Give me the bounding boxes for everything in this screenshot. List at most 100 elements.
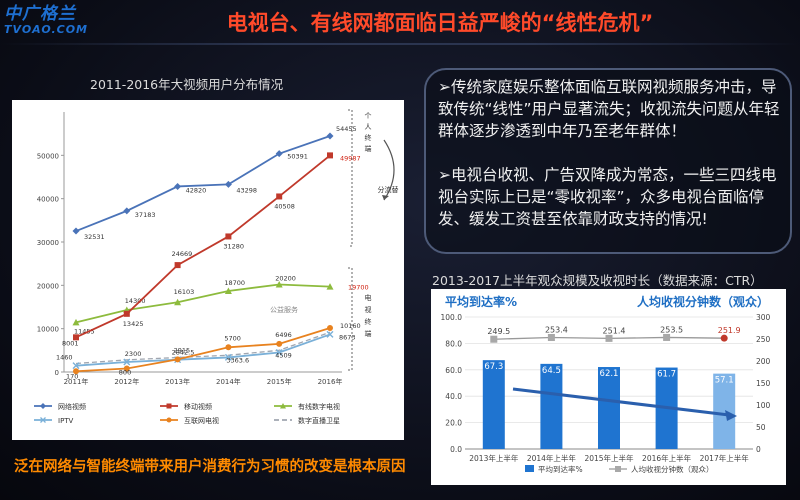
right-tick-label: 250 <box>756 335 771 344</box>
left-tick-label: 0.0 <box>450 445 462 454</box>
personal-terminal-char: 个 <box>365 112 372 120</box>
bar-value-label: 57.1 <box>715 376 734 386</box>
logo-cn: 中广格兰 <box>4 4 76 24</box>
left-tick-label: 40.0 <box>445 392 462 401</box>
legend-marker <box>166 403 172 409</box>
bar-value-label: 62.1 <box>600 369 619 379</box>
data-label: 18700 <box>224 279 245 287</box>
logo-en: TVOAO.COM <box>4 23 89 36</box>
data-point <box>225 233 232 240</box>
data-point <box>275 280 283 288</box>
minutes-point <box>490 335 498 343</box>
minutes-value-label: 249.5 <box>487 327 510 336</box>
audience-chart: 平均到达率% 人均收视分钟数（观众） 0.0 20.0 40.0 60.0 80.0 100.… <box>431 289 786 485</box>
data-label: 8673 <box>339 333 356 341</box>
data-point <box>72 318 80 326</box>
slide-title: 电视台、有线网都面临日益严峻的“线性危机” <box>226 11 654 35</box>
bar-value-label: 64.5 <box>542 366 561 376</box>
data-point <box>72 227 80 235</box>
legend-label: 移动视频 <box>184 402 212 411</box>
data-label: 37183 <box>135 211 156 219</box>
data-point <box>73 334 79 341</box>
right-tick-label: 300 <box>756 313 771 322</box>
x-tick-label: 2011年 <box>64 377 89 386</box>
legend-label: 有线数字电视 <box>298 402 340 411</box>
series-line-4 <box>75 327 331 373</box>
data-label: 40508 <box>274 202 295 210</box>
data-label: 20200 <box>275 274 296 282</box>
left-chart-caption: 2011-2016年大视频用户分布情况 <box>90 77 284 92</box>
legend-label: IPTV <box>58 417 74 425</box>
legend-label-reach: 平均到达率% <box>538 464 583 474</box>
diversion-arrow-head <box>382 195 389 200</box>
data-point <box>224 287 232 294</box>
tv-bracket <box>348 267 353 371</box>
data-point <box>174 182 182 190</box>
y-tick-label: 10000 <box>37 326 59 334</box>
right-chart-panel: 平均到达率% 人均收视分钟数（观众） 0.0 20.0 40.0 60.0 80.0 100.… <box>431 289 786 485</box>
tv-terminal-char: 电 <box>365 293 372 302</box>
right-tick-label: 200 <box>756 357 771 366</box>
data-label: 8001 <box>62 339 79 347</box>
data-point <box>275 150 283 158</box>
bar-reach <box>540 363 563 449</box>
legend-label: 数字直播卫星 <box>298 416 340 425</box>
data-point <box>275 348 283 356</box>
tv-terminal-char: 端 <box>365 329 372 338</box>
left-tick-label: 60.0 <box>445 366 462 375</box>
tv-terminal-char: 终 <box>365 317 372 326</box>
data-point <box>73 368 79 375</box>
data-label: 800 <box>119 369 131 377</box>
x-category-label: 2013年上半年 <box>469 453 519 463</box>
diversion-label: 分流替 <box>378 185 399 194</box>
legend-label: 网络视频 <box>58 402 86 411</box>
data-label: 42820 <box>186 186 207 194</box>
series-line-3 <box>75 333 331 367</box>
personal-terminal-char: 人 <box>365 123 372 131</box>
legend-swatch-reach <box>525 465 534 472</box>
data-point <box>123 358 131 366</box>
left-tick-label: 100.0 <box>441 313 463 322</box>
data-point <box>224 180 232 188</box>
x-category-label: 2017年上半年 <box>700 453 750 463</box>
right-tick-label: 150 <box>756 379 771 388</box>
data-point <box>174 298 182 306</box>
data-point <box>327 152 333 159</box>
data-label: 11455 <box>74 327 95 335</box>
data-point <box>174 356 181 363</box>
data-point <box>276 340 283 347</box>
y-tick-label: 20000 <box>37 282 59 290</box>
series-line-2 <box>75 283 331 324</box>
data-label: 2300 <box>125 350 142 358</box>
legend-marker <box>40 403 46 409</box>
data-label: 54455 <box>336 125 357 133</box>
y-tick-label: 50000 <box>37 152 59 160</box>
personal-bracket <box>348 109 353 247</box>
left-tick-label: 80.0 <box>445 339 462 348</box>
x-tick-label: 2015年 <box>267 377 292 386</box>
series-line-0 <box>75 135 331 232</box>
data-label: 32531 <box>84 233 105 241</box>
logo: 中广格兰 TVOAO.COM <box>4 4 124 42</box>
data-label: 1460 <box>56 354 73 362</box>
x-tick-label: 2014年 <box>216 377 241 386</box>
x-tick-label: 2013年 <box>165 377 190 386</box>
right-tick-label: 100 <box>756 401 771 410</box>
footer-conclusion: 泛在网络与智能终端带来用户消费行为习惯的改变是根本原因 <box>14 459 406 475</box>
data-point <box>326 283 334 290</box>
data-point <box>276 193 283 200</box>
y-tick-label: 30000 <box>37 239 59 247</box>
tv-terminal-char: 视 <box>365 305 372 314</box>
bar-reach <box>713 373 736 449</box>
minutes-point <box>720 334 728 342</box>
data-point <box>326 132 334 140</box>
data-label: 49987 <box>340 154 361 162</box>
y-tick-label: 0 <box>55 369 59 377</box>
data-point <box>224 353 232 361</box>
minutes-point <box>547 334 555 342</box>
data-label: 24669 <box>172 250 193 258</box>
data-point <box>174 262 181 269</box>
data-point <box>123 310 130 317</box>
series-line-5 <box>75 331 331 365</box>
info-paragraph-2: ➢电视台收视、广告双降成为常态，一些三四线电视台实际上已是“零收视率”，众多电视… <box>438 166 777 228</box>
